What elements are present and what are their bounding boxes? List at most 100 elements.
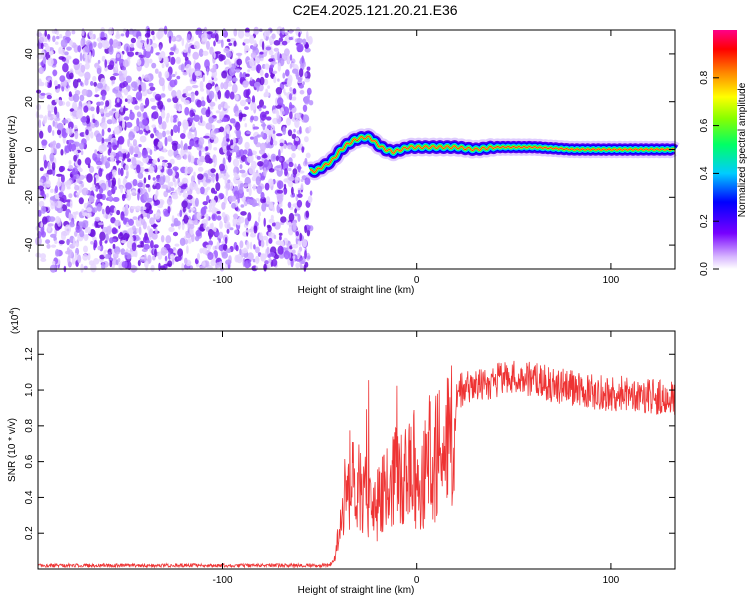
noise-speckle <box>229 118 236 124</box>
noise-speckle <box>245 98 252 103</box>
noise-speckle <box>205 122 213 130</box>
noise-speckle <box>267 85 271 89</box>
noise-speckle <box>304 72 308 78</box>
noise-speckle <box>115 86 120 90</box>
x-tick-label: -100 <box>212 275 232 286</box>
noise-speckle <box>152 159 157 164</box>
noise-speckle <box>246 198 253 205</box>
noise-speckle <box>142 183 146 190</box>
noise-speckle <box>302 38 307 45</box>
noise-speckle <box>133 125 140 132</box>
noise-speckle <box>220 39 224 48</box>
noise-speckle <box>162 184 169 189</box>
noise-speckle <box>279 157 283 162</box>
noise-speckle <box>166 98 172 103</box>
noise-speckle <box>201 100 206 107</box>
y-tick-label: -20 <box>24 190 35 205</box>
noise-speckle <box>204 154 211 164</box>
noise-speckle <box>226 38 231 43</box>
noise-speckle <box>47 33 51 40</box>
noise-speckle <box>97 42 103 49</box>
noise-speckle <box>180 140 183 150</box>
noise-speckle <box>101 208 105 215</box>
noise-speckle <box>226 228 230 234</box>
noise-speckle <box>148 174 151 181</box>
noise-speckle <box>252 126 260 130</box>
noise-speckle <box>187 166 194 173</box>
noise-speckle <box>158 115 163 125</box>
noise-speckle <box>109 38 114 46</box>
noise-speckle <box>306 66 311 71</box>
noise-speckle <box>302 104 308 113</box>
noise-speckle <box>169 253 175 260</box>
noise-speckle <box>268 50 274 56</box>
noise-speckle <box>278 203 283 208</box>
noise-speckle <box>139 102 144 112</box>
noise-speckle <box>245 73 250 77</box>
noise-speckle <box>283 183 287 190</box>
noise-speckle <box>47 110 52 118</box>
noise-speckle <box>182 49 188 53</box>
noise-speckle <box>93 242 96 251</box>
noise-speckle <box>152 177 156 181</box>
noise-speckle <box>239 99 247 107</box>
noise-speckle <box>45 92 52 96</box>
noise-speckle <box>55 216 61 224</box>
noise-speckle <box>155 146 159 150</box>
noise-speckle <box>306 87 312 95</box>
noise-speckle <box>263 159 269 168</box>
x-tick-label: -100 <box>212 575 232 586</box>
noise-speckle <box>288 161 294 168</box>
noise-speckle <box>46 169 54 175</box>
noise-speckle <box>183 142 188 152</box>
noise-speckle <box>55 41 59 45</box>
noise-speckle <box>116 209 121 216</box>
noise-speckle <box>180 63 185 73</box>
noise-speckle <box>273 140 278 146</box>
noise-speckle <box>260 191 265 200</box>
noise-speckle <box>212 175 215 183</box>
noise-speckle <box>48 216 56 222</box>
noise-speckle <box>193 219 199 225</box>
noise-speckle <box>227 179 231 184</box>
noise-speckle <box>215 33 219 43</box>
noise-speckle <box>294 163 297 169</box>
noise-speckle <box>90 186 97 191</box>
noise-speckle <box>247 252 254 261</box>
noise-speckle <box>140 241 144 248</box>
noise-speckle <box>40 253 46 260</box>
noise-speckle <box>267 153 270 161</box>
noise-speckle <box>84 45 91 53</box>
noise-speckle <box>117 177 121 187</box>
noise-speckle <box>78 221 84 226</box>
noise-speckle <box>77 254 82 264</box>
noise-speckle <box>182 149 189 154</box>
noise-speckle <box>276 192 283 200</box>
noise-speckle <box>244 259 251 269</box>
noise-speckle <box>256 134 262 138</box>
noise-speckle <box>253 135 258 145</box>
noise-speckle <box>85 115 91 125</box>
noise-speckle <box>114 61 119 71</box>
noise-speckle <box>259 232 263 241</box>
noise-speckle <box>268 237 273 244</box>
noise-speckle <box>268 257 272 264</box>
noise-speckle <box>66 238 70 246</box>
noise-speckle <box>54 98 60 103</box>
noise-speckle <box>56 30 59 36</box>
noise-speckle <box>74 252 78 261</box>
noise-speckle <box>106 119 113 125</box>
noise-speckle <box>225 58 231 65</box>
noise-speckle <box>56 181 62 187</box>
noise-speckle <box>126 192 132 201</box>
noise-speckle <box>65 101 71 107</box>
noise-speckle <box>72 93 80 103</box>
noise-speckle <box>70 174 73 178</box>
colorbar-gradient <box>713 30 737 269</box>
noise-speckle <box>185 85 193 91</box>
noise-speckle <box>289 245 293 250</box>
noise-speckle <box>200 206 207 216</box>
noise-speckle <box>304 225 307 234</box>
noise-speckle <box>47 124 52 134</box>
noise-speckle <box>133 153 138 158</box>
